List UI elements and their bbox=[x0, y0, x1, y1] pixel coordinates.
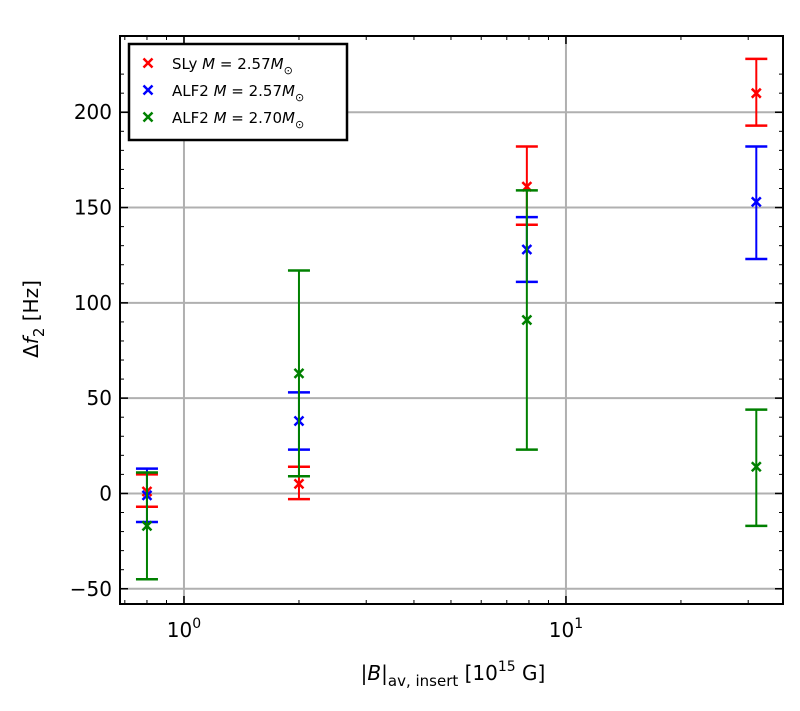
plot-frame bbox=[119, 35, 784, 605]
legend-marker bbox=[142, 84, 154, 96]
data-point bbox=[750, 461, 762, 473]
legend-entry: SLy M = 2.57M⊙ bbox=[172, 55, 293, 77]
y-tick-label: 100 bbox=[74, 291, 112, 315]
data-point bbox=[521, 314, 533, 326]
y-tick-label: 150 bbox=[74, 196, 112, 220]
x-tick-label: 101 bbox=[549, 616, 583, 642]
y-tick-label: 200 bbox=[74, 100, 112, 124]
legend: SLy M = 2.57M⊙ ALF2 M = 2.57M⊙ ALF2 M = 2.… bbox=[127, 42, 349, 142]
series-1 bbox=[135, 145, 768, 524]
tick-layer: −50 0 50 100 150 200 100 101 bbox=[70, 36, 783, 642]
legend-marker bbox=[142, 57, 154, 69]
data-point bbox=[293, 367, 305, 379]
data-point bbox=[750, 196, 762, 208]
y-tick-label: 0 bbox=[99, 481, 112, 505]
data-point bbox=[293, 478, 305, 490]
legend-marker bbox=[142, 111, 154, 123]
y-tick-label: −50 bbox=[70, 577, 112, 601]
data-point bbox=[750, 87, 762, 99]
series-2 bbox=[135, 189, 768, 581]
y-axis-label: Δf2 [Hz] bbox=[19, 280, 48, 358]
data-layer bbox=[135, 57, 768, 581]
x-axis-label: |B|av, insert [1015 G] bbox=[361, 659, 546, 690]
y-tick-label: 50 bbox=[87, 386, 112, 410]
legend-entry: ALF2 M = 2.57M⊙ bbox=[172, 82, 304, 104]
data-point bbox=[141, 520, 153, 532]
x-tick-label: 100 bbox=[167, 616, 201, 642]
axis-labels: |B|av, insert [1015 G] Δf2 [Hz] bbox=[19, 280, 545, 690]
legend-box bbox=[127, 42, 349, 142]
legend-entry: ALF2 M = 2.70M⊙ bbox=[172, 109, 304, 131]
